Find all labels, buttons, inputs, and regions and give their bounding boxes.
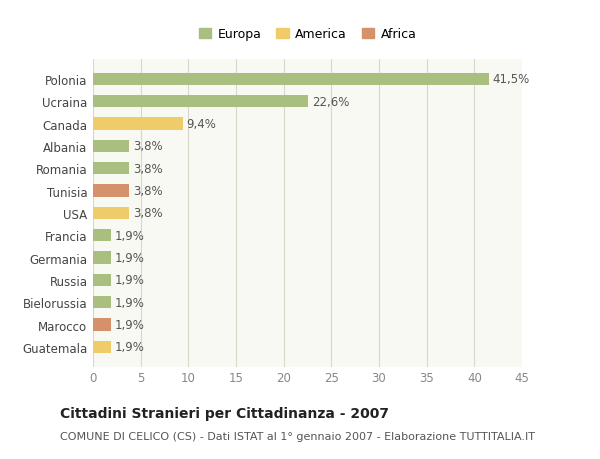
Bar [93, 163, 129, 175]
Text: 1,9%: 1,9% [115, 341, 145, 353]
Text: 3,8%: 3,8% [133, 140, 163, 153]
Bar [93, 118, 182, 130]
Bar [93, 274, 111, 286]
Bar [93, 319, 111, 331]
Text: 1,9%: 1,9% [115, 229, 145, 242]
Bar [93, 341, 111, 353]
Text: 1,9%: 1,9% [115, 319, 145, 331]
Text: 3,8%: 3,8% [133, 185, 163, 198]
Legend: Europa, America, Africa: Europa, America, Africa [196, 26, 419, 44]
Text: 9,4%: 9,4% [187, 118, 217, 131]
Text: 22,6%: 22,6% [312, 95, 350, 108]
Bar [93, 73, 488, 86]
Text: 1,9%: 1,9% [115, 274, 145, 287]
Text: 3,8%: 3,8% [133, 162, 163, 175]
Bar [93, 252, 111, 264]
Text: 3,8%: 3,8% [133, 207, 163, 220]
Text: 41,5%: 41,5% [493, 73, 530, 86]
Text: 1,9%: 1,9% [115, 296, 145, 309]
Text: Cittadini Stranieri per Cittadinanza - 2007: Cittadini Stranieri per Cittadinanza - 2… [60, 406, 389, 420]
Text: 1,9%: 1,9% [115, 252, 145, 264]
Bar [93, 140, 129, 153]
Bar [93, 207, 129, 219]
Bar [93, 185, 129, 197]
Text: COMUNE DI CELICO (CS) - Dati ISTAT al 1° gennaio 2007 - Elaborazione TUTTITALIA.: COMUNE DI CELICO (CS) - Dati ISTAT al 1°… [60, 431, 535, 442]
Bar [93, 297, 111, 308]
Bar [93, 96, 308, 108]
Bar [93, 230, 111, 242]
